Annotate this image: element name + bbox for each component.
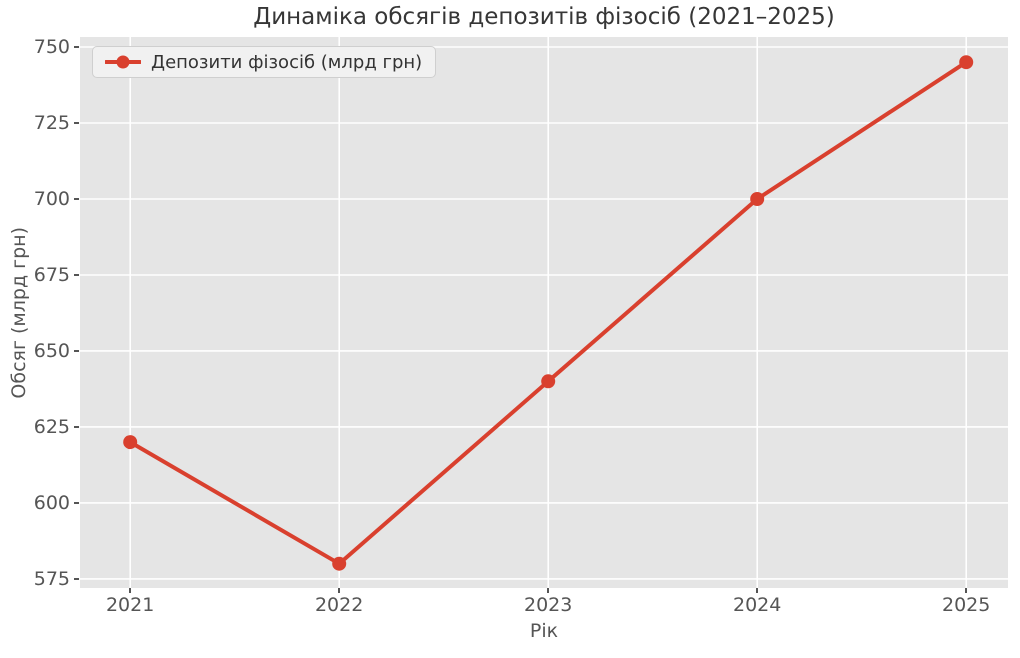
y-tick-mark — [74, 349, 79, 352]
x-tick-label: 2021 — [105, 594, 155, 616]
y-tick-label: 675 — [33, 263, 70, 286]
y-tick-label: 725 — [33, 112, 70, 134]
chart-title: Динаміка обсягів депозитів фізосіб (2021… — [253, 4, 835, 30]
x-tick-mark — [547, 588, 550, 593]
data-point — [123, 435, 138, 450]
data-point — [959, 55, 974, 70]
y-tick-label: 625 — [33, 415, 70, 438]
y-tick-mark — [74, 122, 79, 124]
x-axis-label: Рік — [529, 620, 559, 642]
y-tick-label: 575 — [33, 567, 70, 590]
x-tick-mark — [129, 588, 132, 593]
x-tick-mark — [756, 588, 759, 593]
x-tick-label: 2024 — [733, 594, 782, 616]
plot-area — [80, 37, 1008, 588]
y-tick-mark — [74, 273, 79, 276]
y-tick-mark — [74, 501, 79, 504]
legend-marker-icon — [105, 55, 141, 69]
x-tick-label: 2023 — [523, 594, 573, 616]
legend: Депозити фізосіб (млрд грн) — [92, 46, 437, 78]
y-tick-mark — [74, 197, 79, 200]
y-tick-label: 650 — [33, 339, 70, 362]
y-tick-mark — [74, 46, 79, 49]
x-tick-label: 2022 — [314, 594, 364, 616]
data-point — [750, 192, 765, 206]
y-tick-label: 600 — [33, 491, 70, 514]
legend-dot-sample — [116, 55, 130, 69]
data-point — [332, 556, 347, 571]
line-chart-canvas — [80, 37, 1008, 588]
data-point — [541, 374, 556, 389]
x-tick-mark — [338, 588, 341, 593]
y-tick-mark — [74, 577, 79, 580]
y-tick-label: 700 — [33, 187, 70, 210]
y-tick-mark — [74, 425, 79, 428]
y-tick-label: 750 — [33, 36, 70, 59]
x-tick-label: 2025 — [942, 594, 991, 616]
x-tick-mark — [965, 588, 968, 593]
legend-label: Депозити фізосіб (млрд грн) — [151, 51, 423, 73]
